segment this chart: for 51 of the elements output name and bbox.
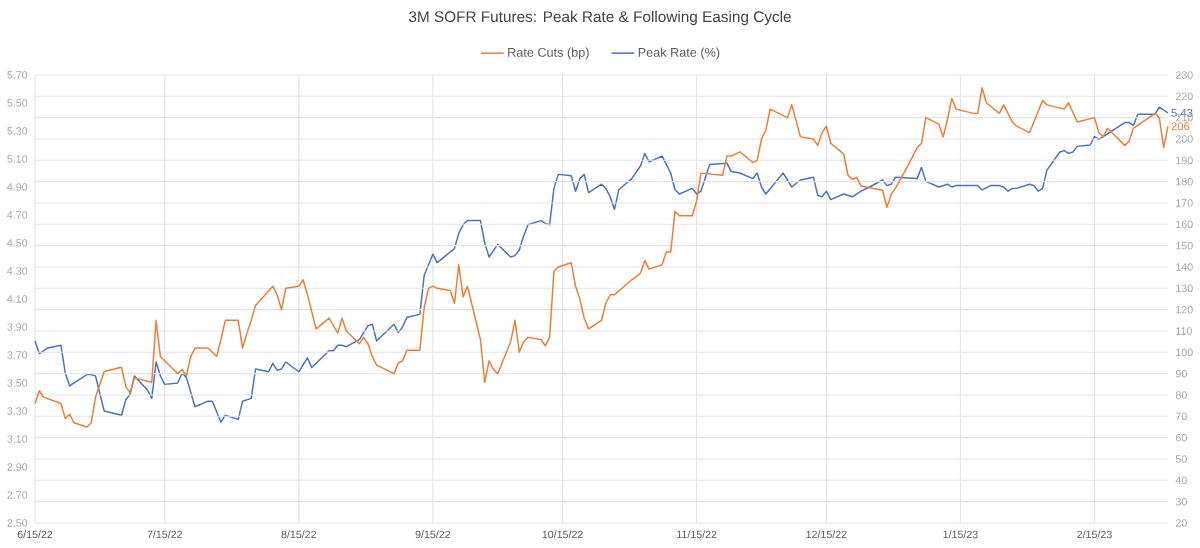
x-tick-label: 12/15/22 [806, 530, 847, 539]
y-tick-label: 3.30 [7, 407, 28, 415]
y2-tick-label: 120 [1176, 305, 1193, 314]
y2-tick-label: 160 [1176, 220, 1193, 229]
x-tick-label: 11/15/22 [677, 530, 717, 539]
y-tick-label: 4.90 [7, 183, 28, 191]
legend-label: Rate Cuts (bp) [508, 47, 589, 60]
y-tick-label: 3.70 [7, 351, 28, 359]
legend-label: Peak Rate (%) [638, 47, 720, 60]
y2-tick-label: 80 [1175, 391, 1187, 399]
x-tick-label: 2/15/23 [1077, 530, 1112, 539]
y-tick-label: 4.70 [7, 211, 28, 219]
y-tick-label: 2.90 [7, 463, 28, 471]
data-label: 206 [1171, 122, 1190, 131]
y-tick-label: 3.10 [7, 435, 28, 443]
x-tick-label: 7/15/22 [147, 530, 182, 539]
y-tick-label: 4.10 [7, 295, 28, 303]
y2-tick-label: 200 [1175, 135, 1193, 143]
y2-tick-label: 110 [1176, 327, 1192, 335]
x-tick-label: 1/15/23 [943, 530, 978, 539]
y-tick-label: 3.90 [7, 323, 28, 331]
y2-tick-label: 140 [1176, 263, 1193, 271]
y2-tick-label: 190 [1176, 156, 1193, 165]
y2-tick-label: 230 [1175, 71, 1193, 79]
y2-tick-label: 220 [1175, 92, 1193, 101]
y-tick-label: 2.50 [7, 519, 28, 527]
y2-tick-label: 170 [1176, 199, 1193, 207]
y2-tick-label: 50 [1175, 455, 1187, 463]
x-tick-label: 9/15/22 [415, 530, 451, 539]
y2-tick-label: 180 [1176, 177, 1193, 186]
y2-tick-label: 150 [1176, 241, 1193, 250]
y2-tick-label: 60 [1175, 433, 1187, 442]
y-tick-label: 4.30 [7, 267, 28, 275]
y-tick-label: 4.50 [7, 239, 28, 247]
y2-tick-label: 30 [1175, 497, 1187, 506]
y2-tick-label: 20 [1175, 519, 1187, 527]
y2-tick-label: 100 [1176, 348, 1193, 357]
y-tick-label: 5.30 [7, 127, 28, 135]
chart-title: 3M SOFR Futures: Peak Rate & Following Easing Cycle [408, 10, 791, 26]
y-tick-label: 3.50 [7, 379, 28, 387]
x-tick-label: 6/15/22 [17, 530, 53, 539]
x-tick-label: 10/15/22 [542, 530, 583, 539]
x-tick-label: 8/15/22 [281, 530, 317, 539]
y-tick-label: 5.70 [7, 71, 28, 79]
y2-tick-label: 40 [1175, 476, 1187, 485]
y-tick-label: 5.50 [7, 99, 28, 107]
y2-tick-label: 90 [1175, 369, 1187, 378]
y2-tick-label: 130 [1176, 284, 1193, 293]
y2-tick-label: 70 [1175, 412, 1187, 421]
y-tick-label: 2.70 [7, 491, 28, 499]
y-tick-label: 5.10 [7, 155, 28, 163]
